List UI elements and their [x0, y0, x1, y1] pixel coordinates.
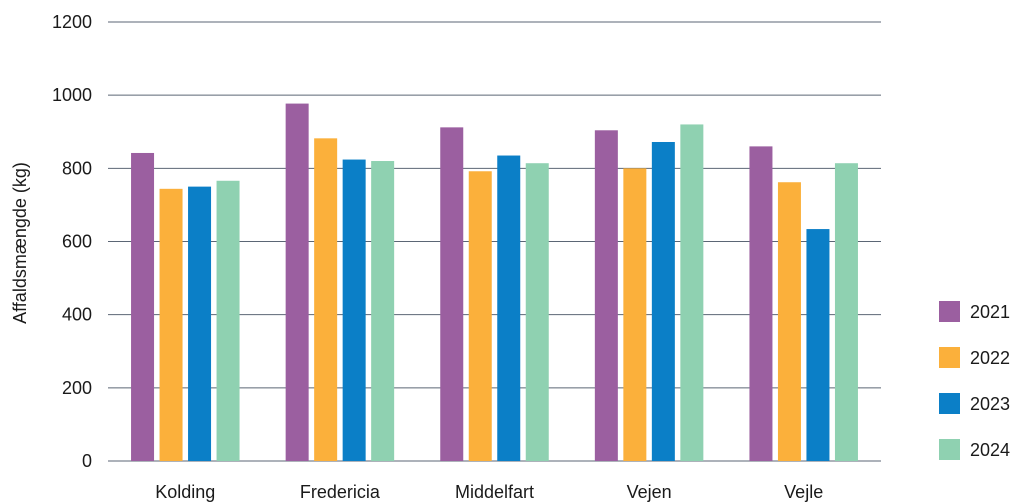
y-tick-label: 1000	[52, 85, 92, 105]
x-tick-label: Fredericia	[300, 482, 381, 502]
bars	[131, 103, 858, 462]
bar-2023-vejle	[806, 229, 830, 461]
bar-2021-vejle	[749, 146, 773, 461]
x-tick-label: Vejen	[627, 482, 672, 502]
legend: 2021 2022 2023 2024	[939, 301, 1010, 460]
x-axis: Kolding Fredericia Middelfart Vejen Vejle	[155, 482, 823, 502]
x-tick-label: Middelfart	[455, 482, 534, 502]
legend-label: 2023	[970, 394, 1010, 414]
bar-2024-fredericia	[371, 161, 395, 461]
y-tick-label: 0	[82, 451, 92, 471]
legend-label: 2024	[970, 440, 1010, 460]
y-tick-label: 200	[62, 378, 92, 398]
bar-2021-fredericia	[285, 103, 309, 461]
bar-2021-vejen	[594, 130, 618, 461]
legend-label: 2022	[970, 348, 1010, 368]
y-tick-label: 1200	[52, 12, 92, 32]
bar-2022-kolding	[159, 188, 183, 461]
legend-label: 2021	[970, 302, 1010, 322]
bar-2024-kolding	[216, 180, 240, 461]
y-tick-label: 600	[62, 232, 92, 252]
bar-2021-middelfart	[440, 127, 464, 462]
x-tick-label: Kolding	[155, 482, 215, 502]
bar-2022-vejen	[623, 168, 647, 462]
x-tick-label: Vejle	[784, 482, 823, 502]
y-axis: 0 200 400 600 800 1000 1200	[52, 12, 92, 471]
legend-swatch	[939, 301, 960, 322]
bar-2024-vejen	[680, 124, 704, 461]
bar-2023-fredericia	[342, 159, 366, 461]
legend-swatch	[939, 393, 960, 414]
bar-2022-middelfart	[468, 171, 492, 461]
bar-2023-middelfart	[497, 155, 521, 461]
bar-2024-vejle	[834, 163, 858, 461]
y-tick-label: 400	[62, 305, 92, 325]
bar-2022-vejle	[777, 182, 801, 462]
bar-2022-fredericia	[314, 138, 338, 461]
bar-2023-kolding	[188, 186, 212, 461]
bar-2024-middelfart	[525, 163, 549, 461]
y-axis-label: Affaldsmængde (kg)	[10, 162, 30, 324]
bar-2021-kolding	[131, 152, 155, 462]
bar-2023-vejen	[651, 141, 675, 461]
y-tick-label: 800	[62, 158, 92, 178]
legend-swatch	[939, 439, 960, 460]
legend-swatch	[939, 347, 960, 368]
